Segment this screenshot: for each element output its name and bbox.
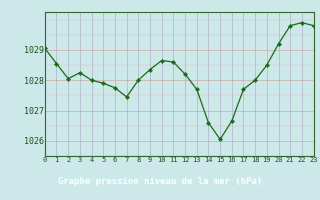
Text: Graphe pression niveau de la mer (hPa): Graphe pression niveau de la mer (hPa) xyxy=(58,178,262,186)
